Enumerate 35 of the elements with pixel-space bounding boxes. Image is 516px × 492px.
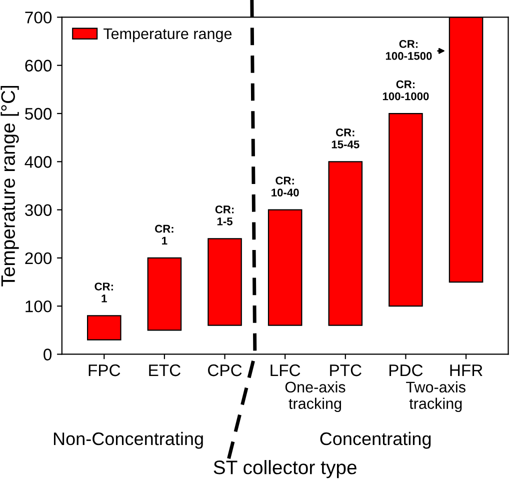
- annotation: CR: 15-45: [332, 128, 360, 148]
- x-axis-title: ST collector type: [214, 460, 356, 478]
- annotation: CR: 100-1000: [382, 80, 429, 100]
- annotation: CR: 1-5: [215, 206, 234, 226]
- y-tick-label: 300: [25, 204, 52, 216]
- y-tick-label: 600: [25, 60, 52, 72]
- annotation: CR: 100-1500: [386, 40, 432, 60]
- y-tick-label: 200: [25, 252, 52, 264]
- y-tick-label: 0: [44, 348, 52, 360]
- y-tick-label: 500: [25, 108, 52, 120]
- y-tick-label: 100: [26, 300, 52, 312]
- text: Two-axis tracking: [406, 381, 466, 412]
- bar: [388, 112, 423, 307]
- bar: [208, 238, 242, 326]
- x-tick-label: CPC: [208, 364, 242, 376]
- y-tick-label: 700: [25, 12, 52, 24]
- text: Concentrating: [320, 432, 431, 449]
- x-tick-label: LFC: [270, 364, 300, 376]
- text: One-axis tracking: [285, 381, 346, 412]
- annotation: CR: 1: [94, 282, 113, 302]
- x-tick-label: PTC: [330, 364, 362, 376]
- bar: [147, 257, 182, 331]
- bar: [328, 161, 363, 326]
- x-tick-label: ETC: [149, 364, 180, 376]
- text: Non-Concentrating: [54, 432, 203, 449]
- annotation: CR: 1: [155, 224, 174, 245]
- x-tick-label: FPC: [88, 364, 120, 376]
- x-tick-label: HFR: [450, 364, 482, 376]
- y-axis-title: Temperature range [°C]: [0, 86, 19, 286]
- y-tick-label: 400: [24, 156, 52, 168]
- bar: [268, 209, 302, 326]
- annotation: CR: 10-40: [272, 176, 299, 196]
- x-tick-label: PDC: [389, 364, 423, 376]
- bar: [87, 315, 122, 340]
- legend-label: Temperature range: [104, 28, 232, 42]
